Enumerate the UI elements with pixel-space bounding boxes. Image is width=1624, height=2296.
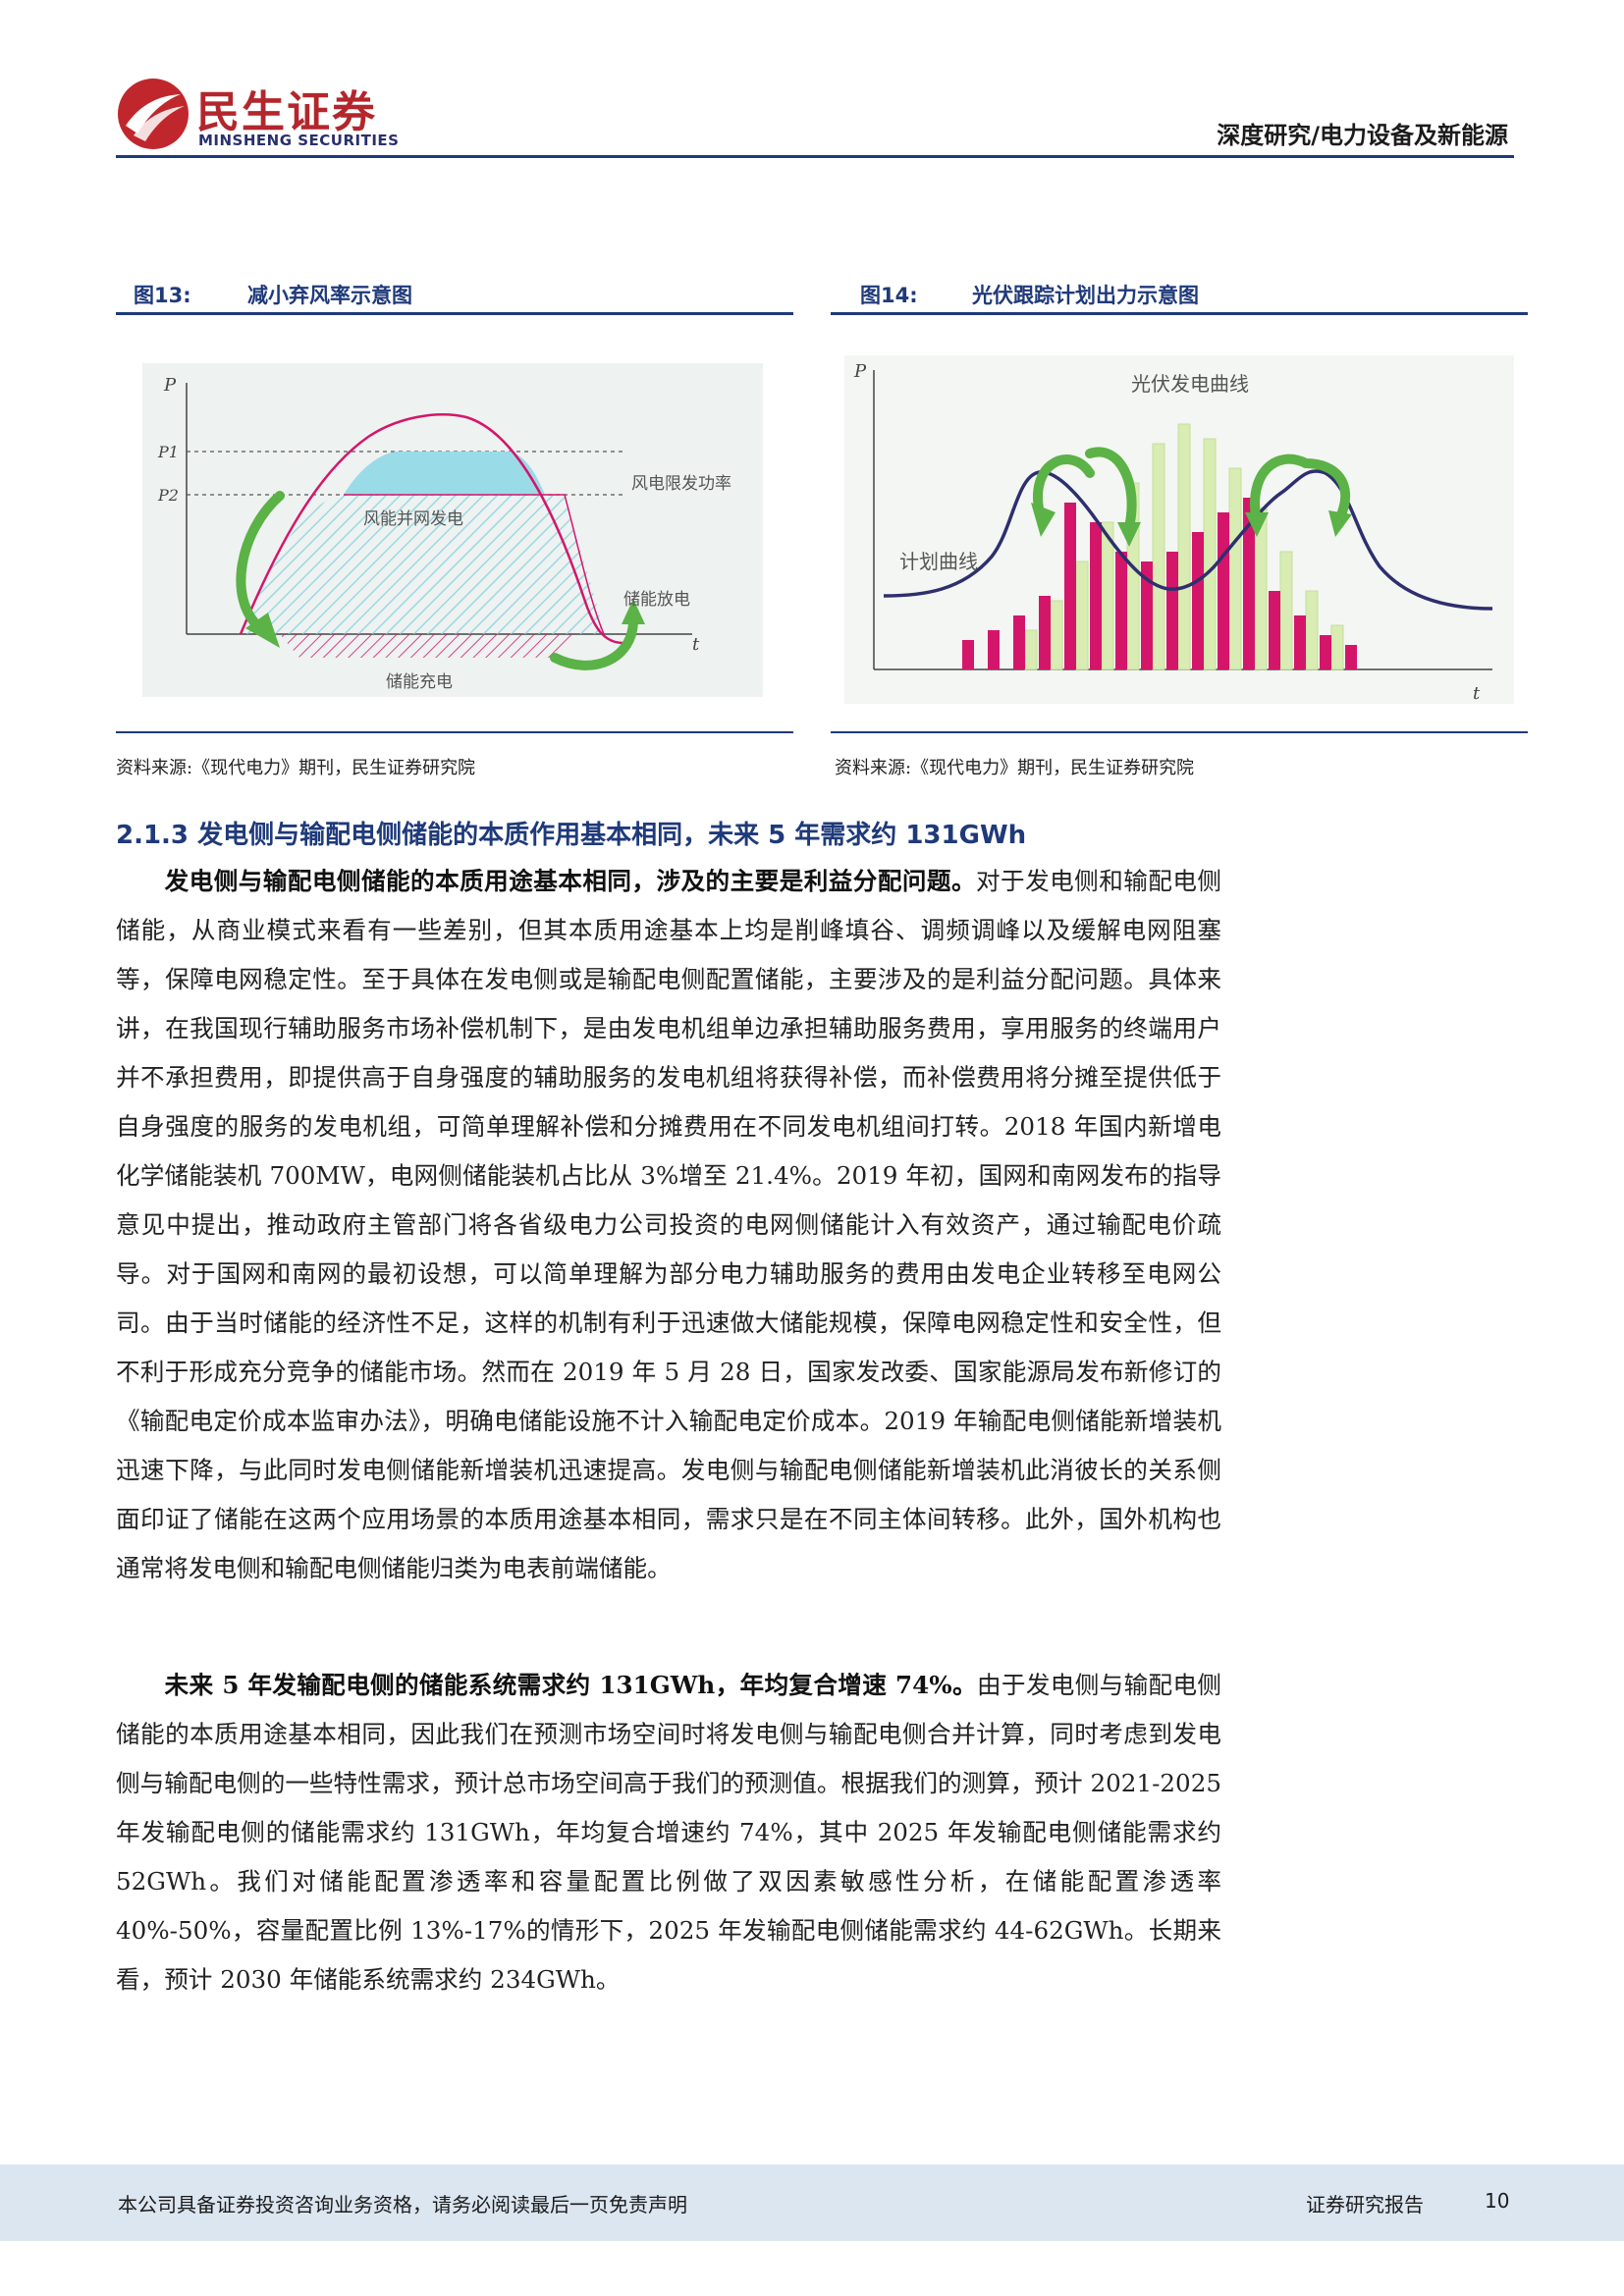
figure-14-number: 图14:	[860, 284, 918, 307]
storage-bar	[1320, 635, 1331, 669]
peak-surplus-region	[344, 452, 545, 495]
storage-bar	[1141, 561, 1153, 669]
storage-bar	[988, 630, 1000, 669]
paragraph-2-text: 由于发电侧与输配电侧储能的本质用途基本相同，因此我们在预测市场空间时将发电侧与输…	[116, 1671, 1221, 1994]
arrow-right-2-icon	[1301, 458, 1350, 522]
storage-bar	[1090, 522, 1102, 669]
section-heading: 2.1.3 发电侧与输配电侧储能的本质作用基本相同，未来 5 年需求约 131G…	[116, 821, 1027, 850]
report-category: 深度研究/电力设备及新能源	[1217, 122, 1508, 149]
discharge-arrow-head-icon	[622, 599, 645, 624]
storage-bar	[1064, 503, 1076, 669]
figure-13-diagram: P P1 P2 t 风电限发功率 风能并网发电 储能放电 储能充电	[142, 363, 763, 697]
figure-14-bottom-rule	[831, 731, 1528, 733]
wind-power-curve	[239, 413, 624, 645]
discharge-arrow-icon	[550, 615, 638, 670]
paragraph-1-text: 对于发电侧和输配电侧储能，从商业模式来看有一些差别，但其本质用途基本上均是削峰填…	[116, 867, 1221, 1582]
pv-output-bar	[1305, 590, 1319, 670]
charging-region	[280, 634, 574, 658]
storage-bar	[1294, 615, 1306, 669]
p1-label: P1	[157, 443, 179, 461]
figure-13-top-rule	[116, 312, 793, 315]
limit-power-label: 风电限发功率	[631, 474, 731, 494]
storage-bar	[1039, 596, 1051, 669]
figure-13-title: 减小弃风率示意图	[247, 284, 412, 307]
storage-bar	[1166, 552, 1178, 669]
pv-output-bar	[1024, 629, 1038, 670]
plan-curve	[883, 469, 1493, 611]
pv-output-bar	[1050, 600, 1063, 670]
p2-label: P2	[157, 486, 179, 505]
discharge-label: 储能放电	[623, 590, 690, 610]
storage-bar	[1345, 645, 1357, 669]
pv-bars-group	[962, 423, 1357, 670]
arrow-right-1-icon	[1250, 454, 1311, 527]
t-axis-label: t	[692, 634, 700, 655]
pv-output-bar	[1075, 561, 1089, 670]
footer-disclaimer: 本公司具备证券投资咨询业务资格，请务必阅读最后一页免责声明	[118, 2193, 687, 2216]
t-axis-label: t	[1473, 683, 1481, 704]
pv-output-bar	[1330, 624, 1344, 670]
limited-power-curve	[344, 494, 605, 635]
header-divider	[116, 155, 1514, 158]
logo-english-name: MINSHENG SECURITIES	[198, 132, 400, 149]
logo-name: 民生证券	[196, 87, 377, 137]
paragraph-1: 发电侧与输配电侧储能的本质用途基本相同，涉及的主要是利益分配问题。对于发电侧和输…	[116, 857, 1221, 1593]
pv-output-bar	[1228, 467, 1242, 670]
page-number: 10	[1485, 2189, 1510, 2213]
pv-output-bar	[1203, 438, 1217, 670]
footer-report-type: 证券研究报告	[1306, 2193, 1424, 2216]
storage-bar	[1269, 591, 1280, 669]
arrow-left-1-head-icon	[1031, 503, 1056, 537]
charge-label: 储能充电	[386, 672, 453, 692]
storage-bar	[1243, 498, 1255, 669]
arrow-right-1-head-icon	[1245, 512, 1269, 537]
storage-bar	[1218, 512, 1229, 669]
paragraph-2: 未来 5 年发输配电侧的储能系统需求约 131GWh，年均复合增速 74%。由于…	[116, 1661, 1221, 2004]
storage-bar	[1115, 552, 1127, 669]
grid-power-label: 风能并网发电	[363, 509, 463, 529]
figure-14-source: 资料来源:《现代电力》期刊，民生证券研究院	[835, 758, 1195, 778]
storage-bar	[1192, 532, 1204, 669]
footer-bar	[0, 2164, 1624, 2241]
pv-output-bar	[1152, 443, 1165, 670]
paragraph-2-lead: 未来 5 年发输配电侧的储能系统需求约 131GWh，年均复合增速 74%。	[164, 1671, 977, 1699]
arrow-left-1-icon	[1033, 454, 1095, 522]
storage-bar	[962, 640, 974, 669]
arrow-right-2-head-icon	[1328, 510, 1352, 537]
paragraph-1-lead: 发电侧与输配电侧储能的本质用途基本相同，涉及的主要是利益分配问题。	[164, 867, 977, 895]
figure-13-number: 图13:	[134, 284, 191, 307]
figure-14-diagram: P t 光伏发电曲线 计划曲线	[844, 355, 1514, 704]
storage-bar	[1013, 615, 1025, 669]
figure-14-title: 光伏跟踪计划出力示意图	[972, 284, 1199, 307]
p-axis-label: P	[853, 361, 867, 382]
brand-logo: 民生证券 MINSHENG SECURITIES	[116, 77, 410, 155]
charge-arrow-head-icon	[245, 613, 280, 648]
arrow-left-2-head-icon	[1117, 522, 1141, 547]
pv-output-bar	[1279, 551, 1293, 670]
figure-14-top-rule	[831, 312, 1528, 315]
plan-curve-label: 计划曲线	[899, 550, 978, 573]
charge-arrow-icon	[236, 491, 285, 633]
figure-13-bottom-rule	[116, 731, 793, 733]
p-axis-label: P	[163, 375, 177, 396]
figure-13-source: 资料来源:《现代电力》期刊，民生证券研究院	[116, 758, 476, 778]
pv-output-bar	[1177, 423, 1191, 670]
logo-mark-icon	[118, 79, 189, 149]
arrow-left-2-icon	[1085, 447, 1137, 532]
pv-curve-label: 光伏发电曲线	[1131, 372, 1249, 396]
grid-power-region	[241, 495, 604, 634]
